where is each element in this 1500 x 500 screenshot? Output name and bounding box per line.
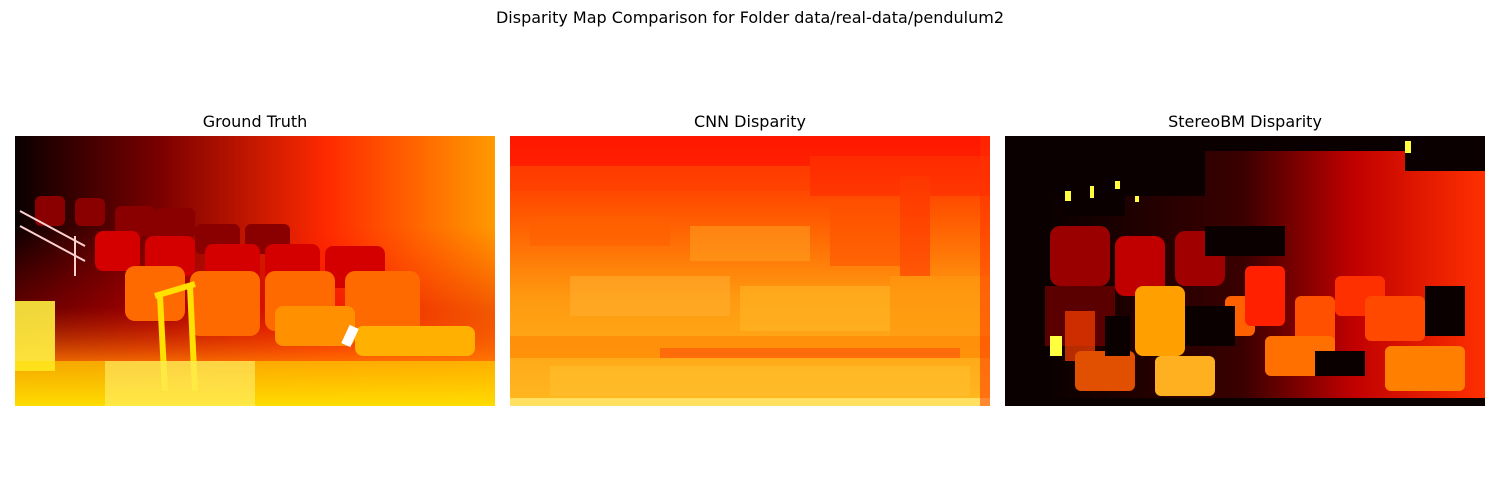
stereobm-disparity-map: [1005, 136, 1485, 406]
seat-row-back: [35, 196, 290, 254]
stereobm-disparity-title: StereoBM Disparity: [1168, 112, 1322, 131]
figure-title: Disparity Map Comparison for Folder data…: [495, 8, 1004, 27]
stereobm-speckles: [1050, 141, 1411, 356]
ground-truth-map: [15, 136, 495, 406]
ground-truth-title: Ground Truth: [202, 112, 308, 131]
cnn-disparity-map: [510, 136, 990, 406]
railing: [19, 210, 86, 276]
stereobm-holes: [1005, 151, 1485, 406]
cnn-disparity-title: CNN Disparity: [693, 112, 807, 131]
